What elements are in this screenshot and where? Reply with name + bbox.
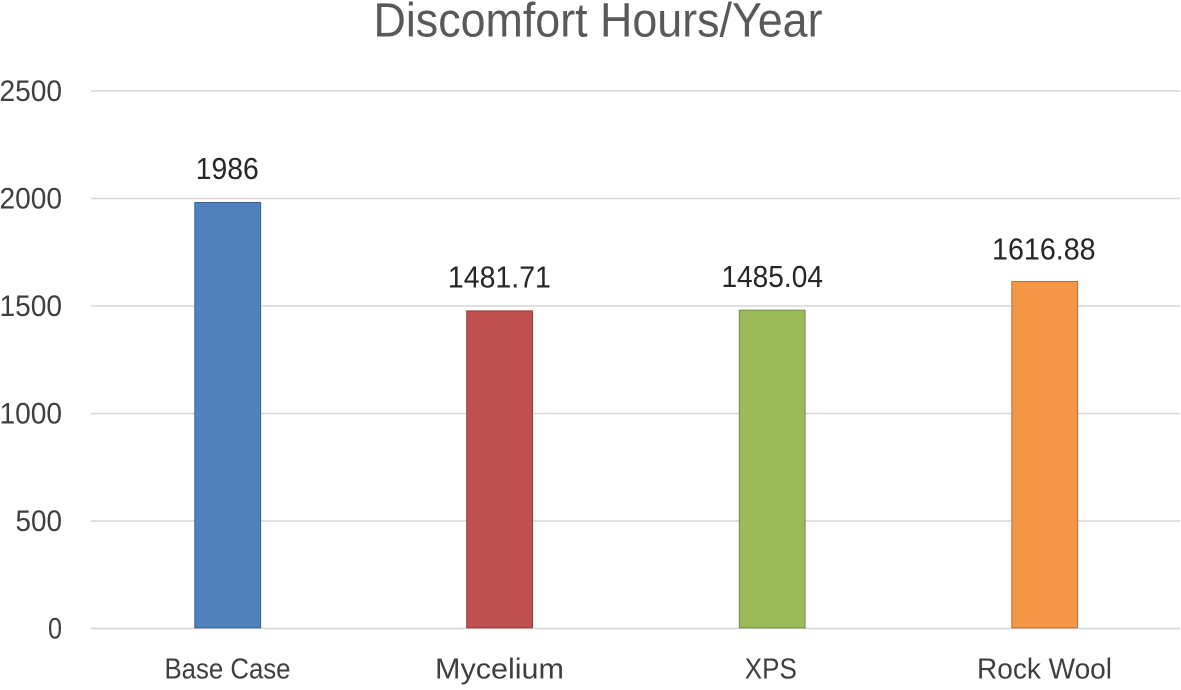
- svg-text:2000: 2000: [0, 183, 62, 216]
- svg-text:1616.88: 1616.88: [992, 232, 1096, 266]
- svg-text:Rock Wool: Rock Wool: [977, 653, 1112, 685]
- svg-text:0: 0: [48, 613, 62, 646]
- svg-text:2500: 2500: [0, 75, 62, 108]
- svg-text:1000: 1000: [0, 398, 62, 431]
- svg-text:1481.71: 1481.71: [448, 261, 551, 295]
- svg-text:1485.04: 1485.04: [721, 260, 823, 294]
- svg-text:Base Case: Base Case: [165, 653, 291, 685]
- svg-text:Discomfort Hours/Year: Discomfort Hours/Year: [374, 0, 823, 48]
- svg-text:500: 500: [16, 505, 63, 538]
- svg-text:1986: 1986: [196, 152, 259, 186]
- svg-text:Mycelium: Mycelium: [435, 653, 564, 685]
- svg-text:1500: 1500: [0, 290, 62, 323]
- svg-text:XPS: XPS: [745, 653, 797, 685]
